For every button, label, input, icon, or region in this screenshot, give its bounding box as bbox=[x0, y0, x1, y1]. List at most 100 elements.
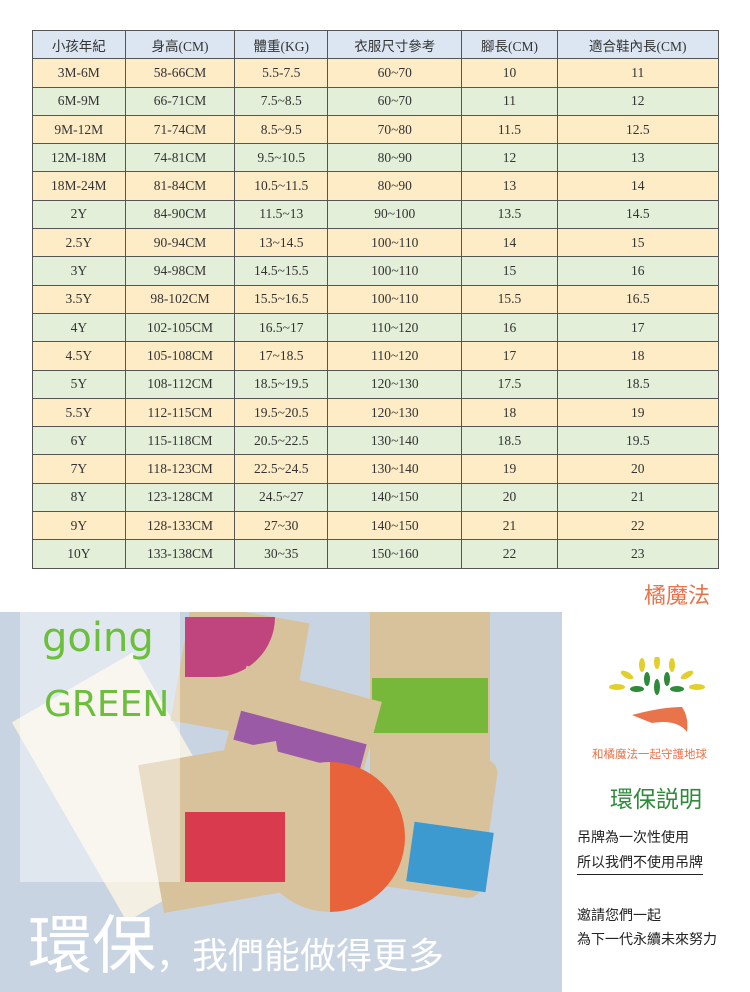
table-cell: 7.5~8.5 bbox=[234, 86, 329, 116]
green-banner-photo bbox=[0, 612, 562, 992]
table-cell: 16 bbox=[556, 256, 719, 286]
table-cell: 74-81CM bbox=[124, 143, 236, 173]
table-cell: 13 bbox=[461, 171, 558, 201]
table-cell: 20 bbox=[461, 482, 558, 513]
table-cell: 60~70 bbox=[327, 58, 463, 88]
table-cell: 66-71CM bbox=[124, 86, 236, 116]
table-cell: 21 bbox=[461, 511, 558, 541]
table-cell: 58-66CM bbox=[124, 58, 236, 88]
table-cell: 84-90CM bbox=[124, 199, 236, 230]
table-cell: 123-128CM bbox=[124, 482, 236, 513]
table-cell: 12 bbox=[556, 86, 719, 116]
brand-name: 橘魔法 bbox=[643, 584, 710, 609]
table-cell: 17~18.5 bbox=[234, 341, 329, 371]
table-row: 3Y 94-98CM 14.5~15.5 100~110 15 16 bbox=[32, 256, 719, 286]
table-row: 9M-12M 71-74CM 8.5~9.5 70~80 11.5 12.5 bbox=[32, 114, 719, 145]
table-cell: 15.5 bbox=[461, 284, 558, 314]
table-cell: 16.5 bbox=[556, 284, 719, 314]
table-cell: 128-133CM bbox=[124, 511, 236, 541]
size-chart-table: 小孩年紀 身高(CM) 體重(KG) 衣服尺寸參考 腳長(CM) 適合鞋內長(CM) 3M… bbox=[32, 29, 719, 569]
table-cell: 130~140 bbox=[327, 454, 463, 484]
table-cell: 18.5 bbox=[556, 369, 719, 399]
table-cell: 94-98CM bbox=[124, 256, 236, 286]
table-cell: 70~80 bbox=[327, 114, 463, 145]
table-cell: 11.5~13 bbox=[234, 199, 329, 230]
column-header: 衣服尺寸參考 bbox=[327, 29, 463, 60]
table-cell: 18.5~19.5 bbox=[234, 369, 329, 399]
table-cell: 6Y bbox=[32, 426, 126, 456]
table-cell: 115-118CM bbox=[124, 426, 236, 456]
table-cell: 7Y bbox=[32, 454, 126, 484]
table-cell: 18 bbox=[461, 397, 558, 428]
slogan-main: 環保 bbox=[28, 910, 156, 984]
table-cell: 108-112CM bbox=[124, 369, 236, 399]
table-cell: 19.5~20.5 bbox=[234, 397, 329, 428]
table-cell: 12.5 bbox=[556, 114, 719, 145]
tag-green-stripe bbox=[372, 678, 488, 733]
table-cell: 81-84CM bbox=[124, 171, 236, 201]
table-row: 7Y 118-123CM 22.5~24.5 130~140 19 20 bbox=[32, 454, 719, 484]
table-cell: 118-123CM bbox=[124, 454, 236, 484]
table-cell: 17 bbox=[461, 341, 558, 371]
table-cell: 105-108CM bbox=[124, 341, 236, 371]
table-cell: 16 bbox=[461, 312, 558, 343]
table-cell: 18.5 bbox=[461, 426, 558, 456]
table-cell: 19 bbox=[461, 454, 558, 484]
table-cell: 11 bbox=[461, 86, 558, 116]
table-cell: 11.5 bbox=[461, 114, 558, 145]
table-cell: 13 bbox=[556, 143, 719, 173]
table-row: 8Y 123-128CM 24.5~27 140~150 20 21 bbox=[32, 482, 719, 513]
table-cell: 90~100 bbox=[327, 199, 463, 230]
table-cell: 4.5Y bbox=[32, 341, 126, 371]
table-cell: 9.5~10.5 bbox=[234, 143, 329, 173]
table-cell: 2.5Y bbox=[32, 228, 126, 258]
tag-blue-stripe bbox=[406, 821, 494, 893]
table-cell: 9Y bbox=[32, 511, 126, 541]
table-cell: 80~90 bbox=[327, 143, 463, 173]
table-cell: 5Y bbox=[32, 369, 126, 399]
info-line-2: 所以我們不使用吊牌 bbox=[577, 852, 703, 875]
table-row: 4.5Y 105-108CM 17~18.5 110~120 17 18 bbox=[32, 341, 719, 371]
table-cell: 10 bbox=[461, 58, 558, 88]
table-cell: 150~160 bbox=[327, 539, 463, 569]
table-cell: 112-115CM bbox=[124, 397, 236, 428]
table-cell: 102-105CM bbox=[124, 312, 236, 343]
table-cell: 30~35 bbox=[234, 539, 329, 569]
going-text: going bbox=[42, 615, 154, 661]
column-header: 體重(KG) bbox=[234, 29, 329, 60]
table-cell: 100~110 bbox=[327, 228, 463, 258]
table-row: 2Y 84-90CM 11.5~13 90~100 13.5 14.5 bbox=[32, 199, 719, 230]
table-cell: 140~150 bbox=[327, 482, 463, 513]
table-cell: 16.5~17 bbox=[234, 312, 329, 343]
table-cell: 21 bbox=[556, 482, 719, 513]
eco-title: 環保説明 bbox=[610, 787, 702, 813]
white-overlay bbox=[20, 612, 180, 882]
table-cell: 8Y bbox=[32, 482, 126, 513]
table-cell: 80~90 bbox=[327, 171, 463, 201]
table-cell: 20.5~22.5 bbox=[234, 426, 329, 456]
table-row: 3M-6M 58-66CM 5.5-7.5 60~70 10 11 bbox=[32, 58, 719, 88]
table-cell: 24.5~27 bbox=[234, 482, 329, 513]
table-cell: 98-102CM bbox=[124, 284, 236, 314]
table-cell: 100~110 bbox=[327, 256, 463, 286]
table-cell: 3Y bbox=[32, 256, 126, 286]
slogan-sub: ，我們能做得更多 bbox=[156, 936, 445, 977]
table-cell: 90-94CM bbox=[124, 228, 236, 258]
table-cell: 15 bbox=[461, 256, 558, 286]
table-row: 10Y 133-138CM 30~35 150~160 22 23 bbox=[32, 539, 719, 569]
table-row: 12M-18M 74-81CM 9.5~10.5 80~90 12 13 bbox=[32, 143, 719, 173]
table-cell: 10.5~11.5 bbox=[234, 171, 329, 201]
table-row: 5Y 108-112CM 18.5~19.5 120~130 17.5 18.5 bbox=[32, 369, 719, 399]
table-cell: 60~70 bbox=[327, 86, 463, 116]
table-cell: 12 bbox=[461, 143, 558, 173]
table-row: 2.5Y 90-94CM 13~14.5 100~110 14 15 bbox=[32, 228, 719, 258]
column-header: 適合鞋內長(CM) bbox=[556, 29, 719, 60]
table-cell: 23 bbox=[556, 539, 719, 569]
table-cell: 19.5 bbox=[556, 426, 719, 456]
table-header-row: 小孩年紀 身高(CM) 體重(KG) 衣服尺寸參考 腳長(CM) 適合鞋內長(CM) bbox=[32, 29, 719, 60]
table-row: 5.5Y 112-115CM 19.5~20.5 120~130 18 19 bbox=[32, 397, 719, 428]
table-cell: 120~130 bbox=[327, 397, 463, 428]
table-cell: 133-138CM bbox=[124, 539, 236, 569]
logo-text: 和橘魔法一起守護地球 bbox=[592, 747, 707, 761]
table-cell: 17 bbox=[556, 312, 719, 343]
